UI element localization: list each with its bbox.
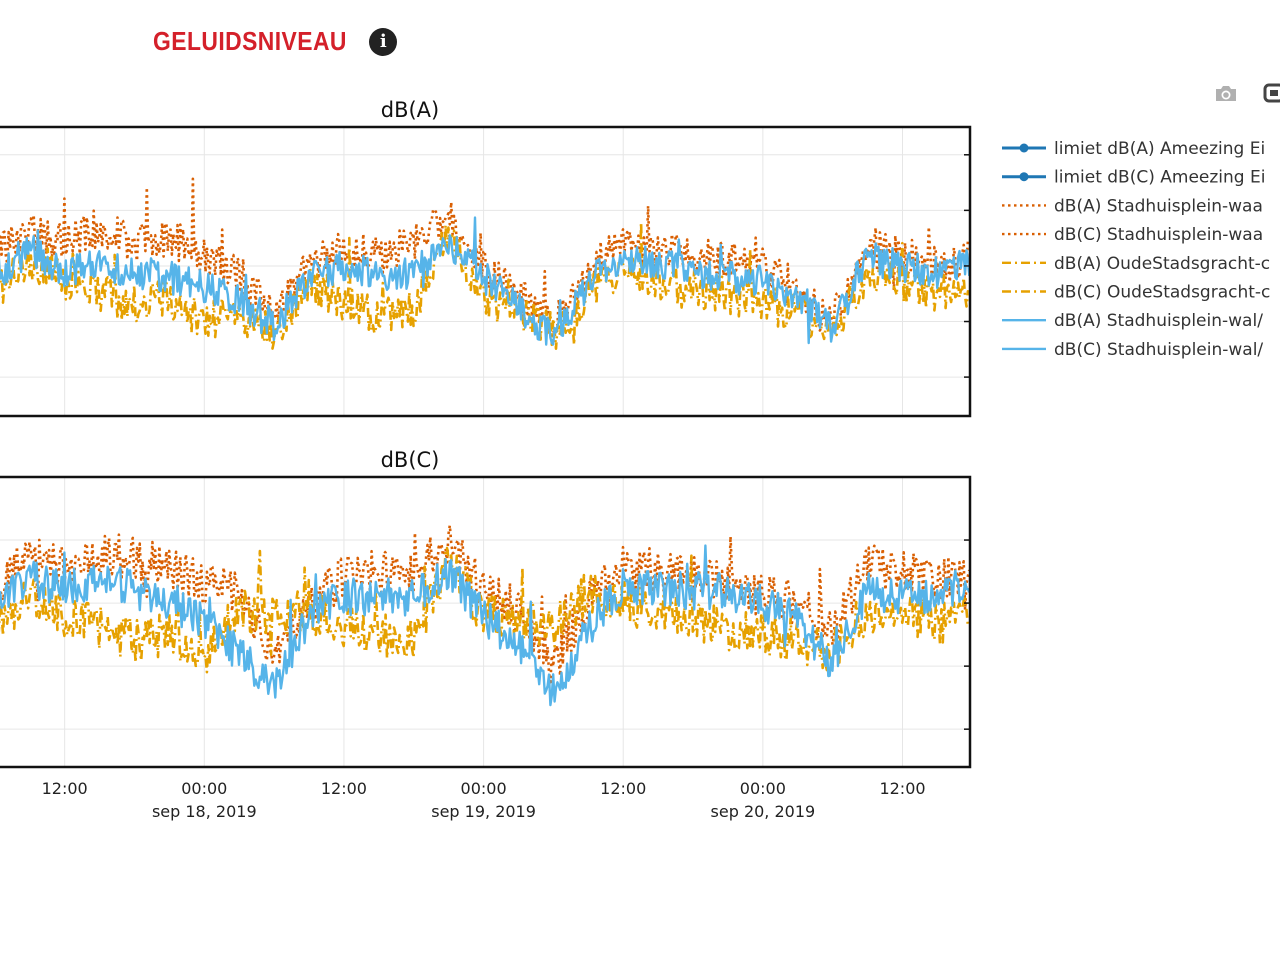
subplot-1: dB(A) — [0, 98, 972, 418]
legend-label: dB(C) OudeStadsgracht-c — [1054, 283, 1270, 303]
subplot-title: dB(A) — [381, 98, 440, 122]
legend-item[interactable]: dB(A) OudeStadsgracht-c — [1002, 254, 1270, 274]
legend-item[interactable]: dB(C) OudeStadsgracht-c — [1002, 283, 1270, 303]
modebar — [1212, 82, 1280, 104]
x-tick-label: 12:00 — [42, 779, 88, 798]
legend-item[interactable]: dB(C) Stadhuisplein-waa — [1002, 225, 1263, 245]
subplot-title: dB(C) — [381, 448, 440, 472]
x-tick-label: 00:00 — [740, 779, 786, 798]
series-line — [0, 177, 970, 340]
legend-label: dB(A) OudeStadsgracht-c — [1054, 254, 1270, 274]
x-tick-label: 12:00 — [879, 779, 925, 798]
legend-label: limiet dB(A) Ameezing Ei — [1054, 139, 1265, 159]
series-line — [0, 544, 970, 707]
plot-frame — [0, 475, 972, 769]
x-tick-label: 12:00 — [600, 779, 646, 798]
legend-item[interactable]: limiet dB(A) Ameezing Ei — [1002, 139, 1265, 159]
subplot-2: dB(C) — [0, 448, 972, 769]
legend-label: limiet dB(C) Ameezing Ei — [1054, 168, 1265, 188]
x-tick-date-label: sep 19, 2019 — [431, 802, 536, 821]
plot-frame — [0, 125, 972, 418]
x-tick-label: 12:00 — [321, 779, 367, 798]
legend-item[interactable]: dB(C) Stadhuisplein-wal/ — [1002, 340, 1263, 360]
series-line — [0, 216, 970, 346]
legend-item[interactable]: dB(A) Stadhuisplein-waa — [1002, 196, 1263, 216]
info-icon[interactable]: i — [369, 27, 398, 56]
series-line — [0, 524, 970, 684]
camera-icon[interactable] — [1212, 82, 1240, 104]
zoom-icon[interactable] — [1260, 82, 1280, 104]
x-tick-label: 00:00 — [181, 779, 227, 798]
legend-marker — [1019, 172, 1029, 182]
x-tick-date-label: sep 18, 2019 — [152, 802, 257, 821]
page-header: GELUIDSNIVEAU i — [153, 26, 398, 57]
legend: limiet dB(A) Ameezing Ei limiet dB(C) Ame… — [1002, 139, 1270, 360]
legend-marker — [1019, 143, 1029, 153]
x-tick-date-label: sep 20, 2019 — [711, 802, 816, 821]
page-title: GELUIDSNIVEAU — [153, 26, 347, 56]
legend-label: dB(C) Stadhuisplein-waa — [1054, 225, 1263, 245]
legend-label: dB(A) Stadhuisplein-waa — [1054, 196, 1263, 216]
legend-item[interactable]: limiet dB(C) Ameezing Ei — [1002, 168, 1265, 188]
legend-item[interactable]: dB(A) Stadhuisplein-wal/ — [1002, 311, 1263, 331]
legend-label: dB(A) Stadhuisplein-wal/ — [1054, 311, 1263, 331]
legend-label: dB(C) Stadhuisplein-wal/ — [1054, 340, 1263, 360]
x-tick-label: 00:00 — [461, 779, 507, 798]
